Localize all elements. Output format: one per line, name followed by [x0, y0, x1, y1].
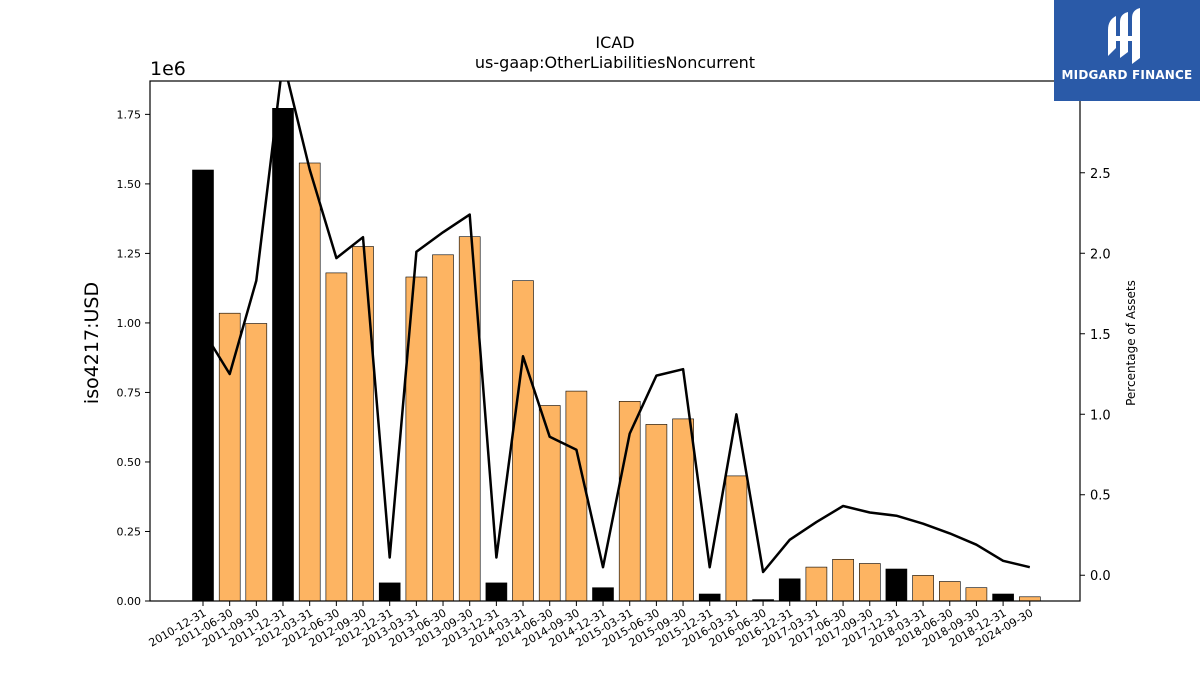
bar: [885, 568, 908, 601]
bar: [778, 578, 801, 601]
percentage-line: [201, 81, 1031, 574]
bar: [458, 236, 481, 601]
bar: [352, 246, 374, 601]
bar: [592, 587, 614, 601]
bar: [325, 272, 348, 601]
bar: [538, 405, 561, 601]
percentage-line-series: [201, 81, 1031, 574]
chart-title: ICAD: [595, 33, 634, 52]
y-axis-label: iso4217:USD: [81, 282, 103, 404]
bar: [1018, 596, 1041, 601]
bar: [298, 162, 321, 601]
bar: [645, 424, 668, 601]
bar: [192, 169, 214, 601]
y2-tick-label: 2.5: [1090, 167, 1111, 182]
y-tick-label: 0.25: [117, 525, 142, 538]
brand-name: MIDGARD FINANCE: [1061, 68, 1193, 82]
y2-tick-label: 0.5: [1090, 489, 1111, 504]
y2-tick-label: 1.0: [1090, 408, 1111, 423]
bar: [272, 108, 294, 601]
bar: [218, 312, 241, 601]
y-tick-label: 0.75: [117, 386, 142, 399]
y-tick-label: 1.75: [117, 108, 142, 121]
bar: [938, 581, 961, 601]
y-tick-label: 0.50: [117, 456, 142, 469]
y2-tick-label: 1.5: [1090, 328, 1111, 343]
bar-series: [192, 108, 1041, 601]
bar: [698, 593, 721, 601]
y2-axis-label: Percentage of Assets: [1124, 280, 1138, 406]
bar: [725, 475, 748, 601]
bar: [432, 254, 454, 601]
plot-frame: [149, 80, 1081, 602]
bar: [912, 575, 934, 601]
bar: [485, 582, 508, 601]
y-tick-label: 1.50: [117, 178, 142, 191]
bar: [992, 593, 1014, 601]
bar: [565, 390, 588, 601]
bar: [512, 280, 534, 601]
bar: [405, 276, 428, 601]
bar: [672, 418, 694, 601]
y-tick-label: 0.00: [117, 595, 142, 608]
y-tick-label: 1.00: [117, 317, 142, 330]
bar: [965, 587, 988, 601]
bar: [378, 582, 401, 601]
bar: [858, 563, 881, 601]
bar: [805, 566, 828, 601]
bar: [245, 323, 268, 601]
midgard-logo-icon: [1108, 8, 1140, 64]
y2-tick-label: 2.0: [1090, 247, 1111, 262]
brand-logo-box: MIDGARD FINANCE: [1054, 0, 1200, 101]
bar: [832, 558, 854, 601]
chart-subtitle: us-gaap:OtherLiabilitiesNoncurrent: [475, 53, 755, 72]
y-multiplier-label: 1e6: [150, 58, 186, 80]
y-tick-label: 1.25: [117, 247, 142, 260]
y2-tick-label: 0.0: [1090, 569, 1111, 584]
